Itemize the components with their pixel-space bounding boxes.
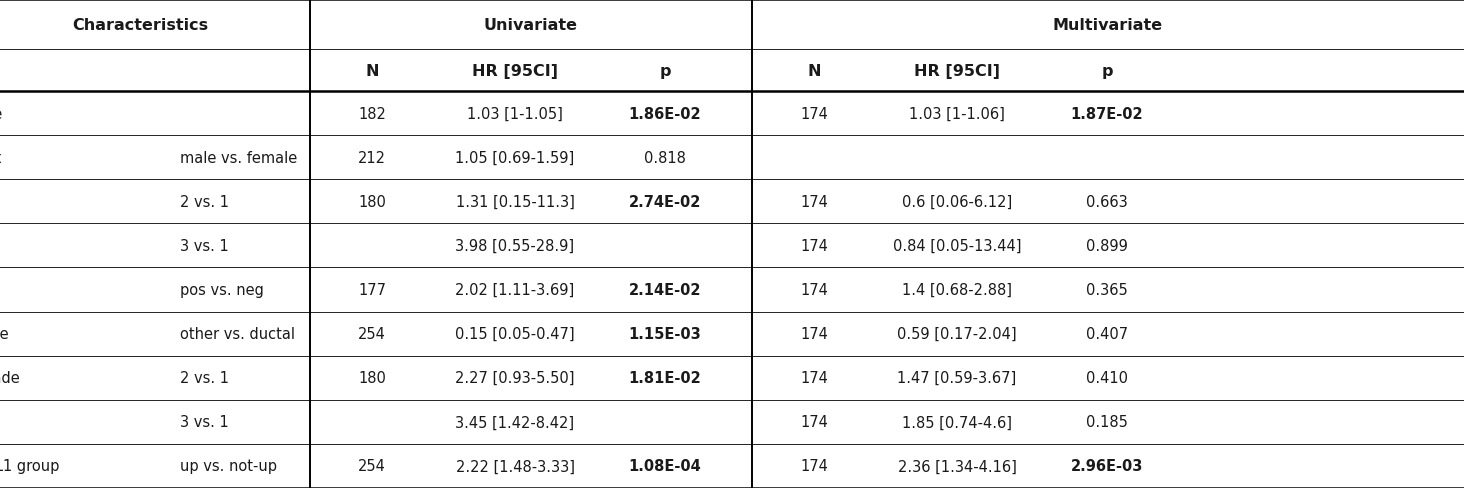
Text: up vs. not-up: up vs. not-up bbox=[180, 459, 277, 473]
Text: 180: 180 bbox=[359, 370, 386, 386]
Text: 3.98 [0.55-28.9]: 3.98 [0.55-28.9] bbox=[455, 239, 574, 253]
Text: 254: 254 bbox=[359, 459, 386, 473]
Text: Sex: Sex bbox=[0, 150, 1, 165]
Text: 174: 174 bbox=[799, 414, 829, 429]
Text: 1.86E-02: 1.86E-02 bbox=[628, 106, 701, 122]
Text: pos vs. neg: pos vs. neg bbox=[180, 283, 264, 297]
Text: Multivariate: Multivariate bbox=[1053, 18, 1162, 32]
Text: HR [95CI]: HR [95CI] bbox=[471, 63, 558, 79]
Text: 2.96E-03: 2.96E-03 bbox=[1070, 459, 1143, 473]
Text: 174: 174 bbox=[799, 194, 829, 209]
Text: 212: 212 bbox=[359, 150, 386, 165]
Text: 180: 180 bbox=[359, 194, 386, 209]
Text: 0.6 [0.06-6.12]: 0.6 [0.06-6.12] bbox=[902, 194, 1012, 209]
Text: N: N bbox=[807, 63, 821, 79]
Text: 177: 177 bbox=[359, 283, 386, 297]
Text: N: N bbox=[365, 63, 379, 79]
Text: 1.47 [0.59-3.67]: 1.47 [0.59-3.67] bbox=[897, 370, 1016, 386]
Text: 0.15 [0.05-0.47]: 0.15 [0.05-0.47] bbox=[455, 326, 575, 342]
Text: Type: Type bbox=[0, 326, 9, 342]
Text: 0.663: 0.663 bbox=[1086, 194, 1127, 209]
Text: 0.899: 0.899 bbox=[1086, 239, 1127, 253]
Text: 174: 174 bbox=[799, 326, 829, 342]
Text: 0.185: 0.185 bbox=[1086, 414, 1127, 429]
Text: Age: Age bbox=[0, 106, 3, 122]
Text: other vs. ductal: other vs. ductal bbox=[180, 326, 296, 342]
Text: 3 vs. 1: 3 vs. 1 bbox=[180, 414, 228, 429]
Text: Univariate: Univariate bbox=[485, 18, 578, 32]
Text: 2.27 [0.93-5.50]: 2.27 [0.93-5.50] bbox=[455, 370, 575, 386]
Text: Characteristics: Characteristics bbox=[72, 18, 208, 32]
Text: 2.02 [1.11-3.69]: 2.02 [1.11-3.69] bbox=[455, 283, 575, 297]
Text: 2.22 [1.48-3.33]: 2.22 [1.48-3.33] bbox=[455, 459, 574, 473]
Text: HR [95CI]: HR [95CI] bbox=[914, 63, 1000, 79]
Text: 0.59 [0.17-2.04]: 0.59 [0.17-2.04] bbox=[897, 326, 1017, 342]
Text: PDL1 group: PDL1 group bbox=[0, 459, 60, 473]
Text: 1.08E-04: 1.08E-04 bbox=[628, 459, 701, 473]
Text: 3.45 [1.42-8.42]: 3.45 [1.42-8.42] bbox=[455, 414, 574, 429]
Text: 254: 254 bbox=[359, 326, 386, 342]
Text: 0.818: 0.818 bbox=[644, 150, 687, 165]
Text: 0.365: 0.365 bbox=[1086, 283, 1127, 297]
Text: 1.15E-03: 1.15E-03 bbox=[628, 326, 701, 342]
Text: 1.03 [1-1.05]: 1.03 [1-1.05] bbox=[467, 106, 564, 122]
Text: 1.87E-02: 1.87E-02 bbox=[1070, 106, 1143, 122]
Text: 1.81E-02: 1.81E-02 bbox=[628, 370, 701, 386]
Text: 174: 174 bbox=[799, 459, 829, 473]
Text: 174: 174 bbox=[799, 106, 829, 122]
Text: 2.74E-02: 2.74E-02 bbox=[630, 194, 701, 209]
Text: 0.407: 0.407 bbox=[1086, 326, 1129, 342]
Text: Grade: Grade bbox=[0, 370, 19, 386]
Text: 3 vs. 1: 3 vs. 1 bbox=[180, 239, 228, 253]
Text: 1.85 [0.74-4.6]: 1.85 [0.74-4.6] bbox=[902, 414, 1012, 429]
Text: 1.31 [0.15-11.3]: 1.31 [0.15-11.3] bbox=[455, 194, 574, 209]
Text: 0.410: 0.410 bbox=[1086, 370, 1127, 386]
Text: 174: 174 bbox=[799, 370, 829, 386]
Text: 2.36 [1.34-4.16]: 2.36 [1.34-4.16] bbox=[897, 459, 1016, 473]
Text: 174: 174 bbox=[799, 239, 829, 253]
Text: 2.14E-02: 2.14E-02 bbox=[628, 283, 701, 297]
Text: male vs. female: male vs. female bbox=[180, 150, 297, 165]
Text: 174: 174 bbox=[799, 283, 829, 297]
Text: 0.84 [0.05-13.44]: 0.84 [0.05-13.44] bbox=[893, 239, 1022, 253]
Text: 2 vs. 1: 2 vs. 1 bbox=[180, 370, 228, 386]
Text: p: p bbox=[659, 63, 671, 79]
Text: 182: 182 bbox=[359, 106, 386, 122]
Text: 1.05 [0.69-1.59]: 1.05 [0.69-1.59] bbox=[455, 150, 575, 165]
Text: 1.4 [0.68-2.88]: 1.4 [0.68-2.88] bbox=[902, 283, 1012, 297]
Text: 1.03 [1-1.06]: 1.03 [1-1.06] bbox=[909, 106, 1004, 122]
Text: p: p bbox=[1101, 63, 1113, 79]
Text: 2 vs. 1: 2 vs. 1 bbox=[180, 194, 228, 209]
